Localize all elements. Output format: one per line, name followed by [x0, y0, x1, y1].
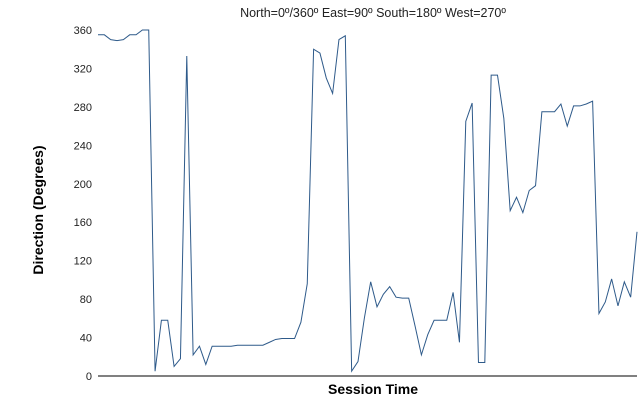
y-tick-label-240: 240 — [74, 140, 92, 152]
y-axis-title: Direction (Degrees) — [30, 145, 46, 274]
y-tick-label-0: 0 — [86, 371, 92, 383]
y-tick-label-80: 80 — [80, 294, 92, 306]
chart-subtitle: North=0º/360º East=90º South=180º West=2… — [240, 6, 506, 20]
series-line-direction — [98, 29, 638, 373]
y-axis-ticks: 0 40 80 120 160 200 240 280 320 360 — [74, 25, 92, 383]
y-tick-label-360: 360 — [74, 25, 92, 37]
x-axis-title: Session Time — [328, 381, 418, 397]
y-tick-label-40: 40 — [80, 333, 92, 345]
y-tick-label-120: 120 — [74, 256, 92, 268]
y-tick-label-200: 200 — [74, 179, 92, 191]
y-tick-label-320: 320 — [74, 63, 92, 75]
y-tick-label-280: 280 — [74, 102, 92, 114]
y-tick-label-160: 160 — [74, 217, 92, 229]
